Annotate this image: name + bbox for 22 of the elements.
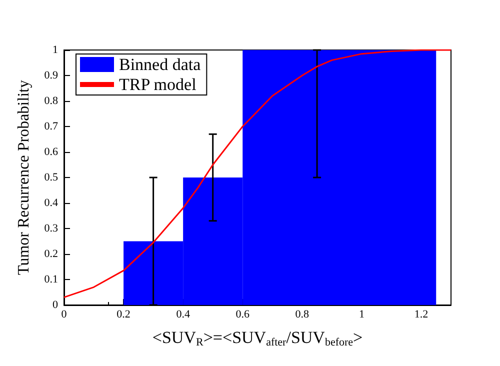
y-tick-label: 0.6 bbox=[44, 146, 58, 158]
y-tick-label: 0.9 bbox=[44, 70, 58, 82]
x-tick-label: 0.8 bbox=[295, 308, 310, 320]
y-tick-label: 1 bbox=[52, 44, 58, 56]
legend-label: Binned data bbox=[119, 55, 202, 74]
x-tick-label: 0.4 bbox=[176, 308, 190, 320]
line-series bbox=[63, 49, 452, 298]
x-tick-label: 0.2 bbox=[116, 308, 130, 320]
y-tick-label: 0.4 bbox=[44, 197, 58, 209]
y-tick-label: 0.7 bbox=[44, 120, 58, 132]
y-tick-label: 0.5 bbox=[44, 172, 58, 184]
x-tick-label: 0.6 bbox=[236, 308, 250, 320]
y-tick-label: 0 bbox=[52, 299, 58, 311]
y-tick-label: 0.2 bbox=[44, 248, 58, 260]
y-tick-label: 0.8 bbox=[44, 95, 58, 107]
y-tick-label: 0.3 bbox=[44, 222, 58, 234]
x-tick-label: 1.2 bbox=[414, 308, 428, 320]
x-tick-label: 1 bbox=[358, 308, 364, 320]
legend-label: TRP model bbox=[119, 75, 197, 94]
y-tick-label: 0.1 bbox=[44, 274, 58, 286]
y-axis-title: Tumor Recurrence Probability bbox=[16, 80, 32, 275]
x-tick-label: 0 bbox=[61, 308, 68, 320]
